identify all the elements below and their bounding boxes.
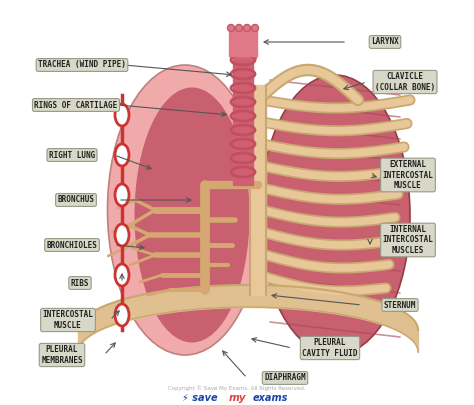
Text: Copyright © Save My Exams. All Rights Reserved.: Copyright © Save My Exams. All Rights Re… — [168, 385, 306, 391]
Ellipse shape — [236, 24, 243, 32]
Text: TRACHEA (WIND PIPE): TRACHEA (WIND PIPE) — [38, 60, 126, 70]
Text: DIAPHRAGM: DIAPHRAGM — [264, 373, 306, 382]
Ellipse shape — [115, 264, 129, 286]
Text: LARYNX: LARYNX — [371, 38, 399, 47]
Ellipse shape — [228, 24, 235, 32]
Ellipse shape — [260, 75, 410, 355]
Text: RIBS: RIBS — [71, 279, 89, 288]
Ellipse shape — [115, 144, 129, 166]
Text: INTERCOSTAL
MUSCLE: INTERCOSTAL MUSCLE — [43, 310, 93, 330]
Text: PLEURAL
CAVITY FLUID: PLEURAL CAVITY FLUID — [302, 338, 358, 358]
Text: RINGS OF CARTILAGE: RINGS OF CARTILAGE — [35, 100, 118, 109]
Text: BRONCHUS: BRONCHUS — [57, 196, 94, 205]
Ellipse shape — [135, 87, 249, 343]
Text: CLAVICLE
(COLLAR BONE): CLAVICLE (COLLAR BONE) — [375, 72, 435, 92]
Ellipse shape — [252, 24, 258, 32]
Ellipse shape — [108, 65, 263, 355]
Ellipse shape — [115, 304, 129, 326]
Text: BRONCHIOLES: BRONCHIOLES — [46, 241, 98, 249]
Text: my: my — [228, 393, 246, 403]
Text: exams: exams — [252, 393, 288, 403]
Text: INTERNAL
INTERCOSTAL
MUSCLES: INTERNAL INTERCOSTAL MUSCLES — [383, 225, 433, 255]
Text: ⚡ save: ⚡ save — [182, 393, 218, 403]
Ellipse shape — [244, 24, 250, 32]
Text: RIGHT LUNG: RIGHT LUNG — [49, 151, 95, 160]
Text: PLEURAL
MEMBRANES: PLEURAL MEMBRANES — [41, 345, 83, 364]
Text: STERNUM: STERNUM — [384, 301, 416, 309]
Text: EXTERNAL
INTERCOSTAL
MUSCLE: EXTERNAL INTERCOSTAL MUSCLE — [383, 160, 433, 190]
Ellipse shape — [115, 184, 129, 206]
Ellipse shape — [115, 104, 129, 126]
Ellipse shape — [115, 224, 129, 246]
